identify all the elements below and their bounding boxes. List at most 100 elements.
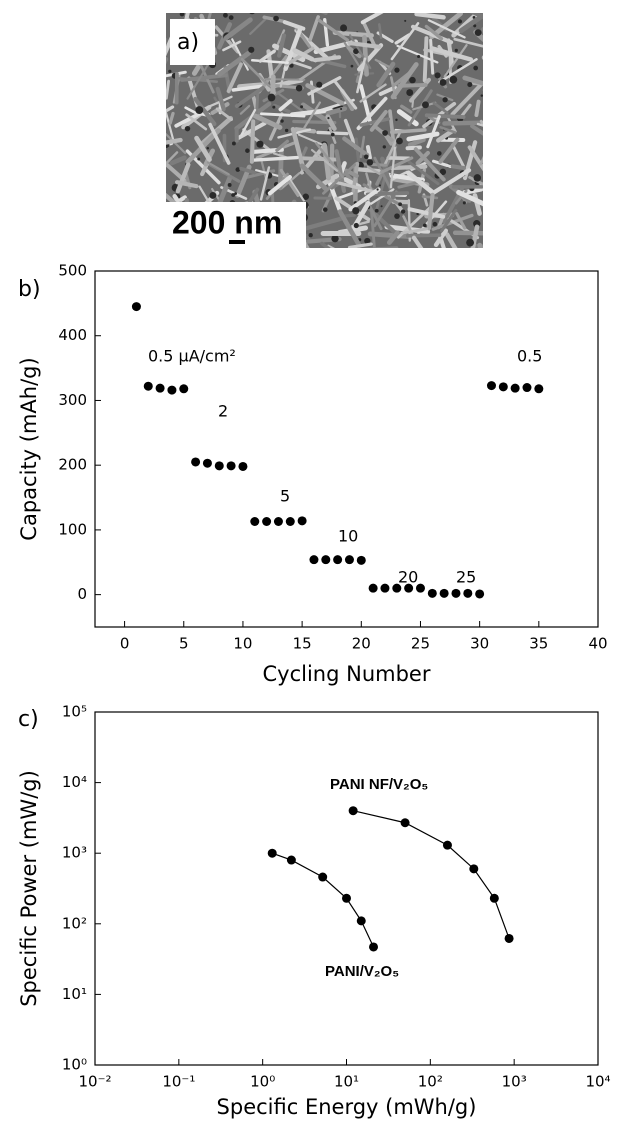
x-tick-label: 0 [120,635,130,653]
fiber [239,104,251,115]
fiber [438,58,478,84]
fiber [322,163,356,195]
fiber [433,228,449,248]
annotation: 2 [218,402,228,421]
fiber [186,61,211,100]
series-line [272,852,375,948]
fiber [326,177,342,212]
x-tick-label: 10 [233,635,252,653]
annotation: 25 [456,568,476,587]
fiber [299,163,329,192]
fiber [369,110,388,132]
pore [195,106,204,115]
fiber [474,99,481,118]
fiber [223,17,253,41]
fiber [439,125,457,134]
annotation: 5 [280,487,290,506]
pore [272,105,276,109]
fiber [407,207,446,219]
fiber [164,251,190,271]
fiber [290,126,306,172]
y-tick-label: 10⁰ [62,1056,87,1074]
data-point [486,381,496,391]
data-point [498,382,508,392]
fiber [358,246,399,248]
fiber [424,24,444,41]
data-point [285,516,295,526]
pore [404,19,407,22]
data-point [475,589,485,599]
fiber [277,33,287,58]
y-tick-label: 10² [62,914,87,932]
fiber [443,44,468,78]
fiber [137,18,162,54]
fiber [396,109,419,127]
fiber [360,13,384,25]
pore [382,130,388,136]
fiber [427,19,466,39]
data-point [442,840,452,850]
fiber [284,46,315,67]
fiber [166,151,179,166]
pore [273,15,279,22]
panel-label: a) [177,30,199,55]
fiber [292,48,315,62]
fiber [168,111,175,125]
fiber [331,179,378,195]
pore [308,233,313,238]
fiber [303,101,322,129]
y-tick-label: 0 [77,585,87,603]
pore [353,222,359,229]
fiber [184,106,199,115]
scale-bar-label: 200 nm [172,204,282,240]
x-tick-label: 40 [588,635,607,653]
fiber [267,174,292,196]
fiber [455,212,467,230]
y-axis-title: Capacity (mAh/g) [17,357,41,540]
fiber [383,131,402,166]
pore [295,84,303,92]
fiber [297,216,343,233]
x-tick-label: 10⁻² [78,1073,111,1091]
fiber [260,112,306,118]
pore [434,72,441,79]
data-point [489,893,499,903]
pore [417,54,421,59]
fiber [166,79,171,100]
sem-image [137,13,494,279]
fiber [252,155,299,162]
fiber [315,142,345,179]
pore [323,207,328,212]
fiber [367,231,415,240]
data-point [427,588,437,598]
fiber [333,80,358,110]
fiber [329,251,357,279]
x-tick-label: 15 [293,635,312,653]
fiber [289,107,333,117]
fiber [405,233,442,238]
pore [267,93,276,102]
y-tick-label: 300 [58,391,87,409]
fiber [185,113,208,131]
fiber [400,104,413,114]
panel-label-box [170,19,215,65]
series-label: PANI NF/V₂O₅ [330,776,428,793]
data-point [202,458,212,468]
fiber [370,208,376,248]
pore [473,65,479,71]
fiber [406,170,435,195]
fiber [258,49,276,63]
x-tick-label: 35 [529,635,548,653]
fiber [390,62,419,100]
data-point [143,381,153,391]
pore [245,148,250,153]
pore [316,81,323,88]
data-point [356,555,366,565]
pore [378,184,381,187]
fiber [215,86,226,112]
fiber [410,24,454,45]
fiber [488,26,494,46]
plot-frame [94,270,599,628]
series-label: PANI/V₂O₅ [325,963,399,980]
data-point [463,588,473,598]
